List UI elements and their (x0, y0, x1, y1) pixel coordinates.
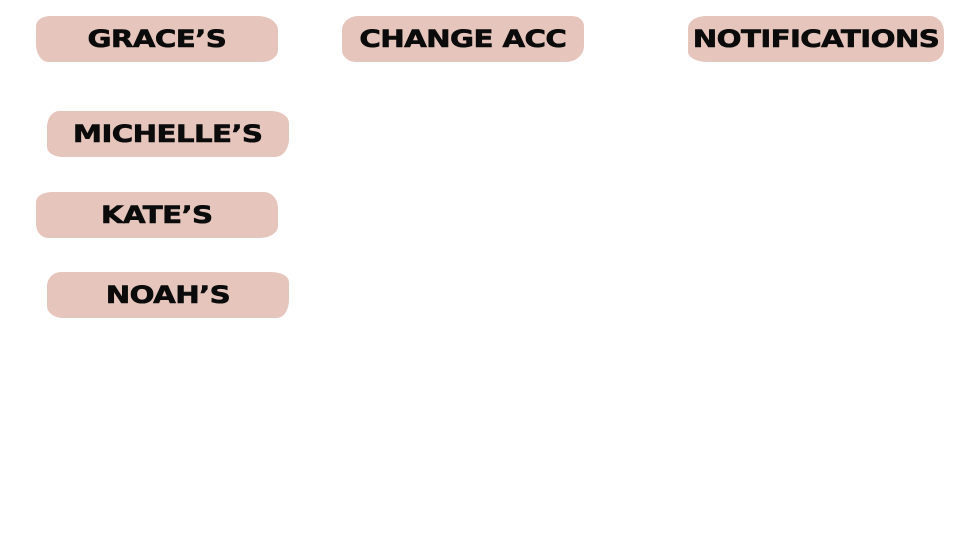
noah-account-label: NOAH’S (105, 281, 231, 310)
michelle-account-label: MICHELLE’S (73, 120, 264, 149)
change-account-button[interactable]: CHANGE ACC (342, 16, 584, 62)
notifications-label: NOTIFICATIONS (692, 25, 940, 54)
change-account-label: CHANGE ACC (359, 25, 567, 54)
noah-account-button[interactable]: NOAH’S (47, 272, 289, 318)
kate-account-label: KATE’S (101, 201, 214, 230)
notifications-button[interactable]: NOTIFICATIONS (688, 16, 944, 62)
grace-account-label: GRACE’S (87, 25, 227, 54)
grace-account-button[interactable]: GRACE’S (36, 16, 278, 62)
kate-account-button[interactable]: KATE’S (36, 192, 278, 238)
michelle-account-button[interactable]: MICHELLE’S (47, 111, 289, 157)
